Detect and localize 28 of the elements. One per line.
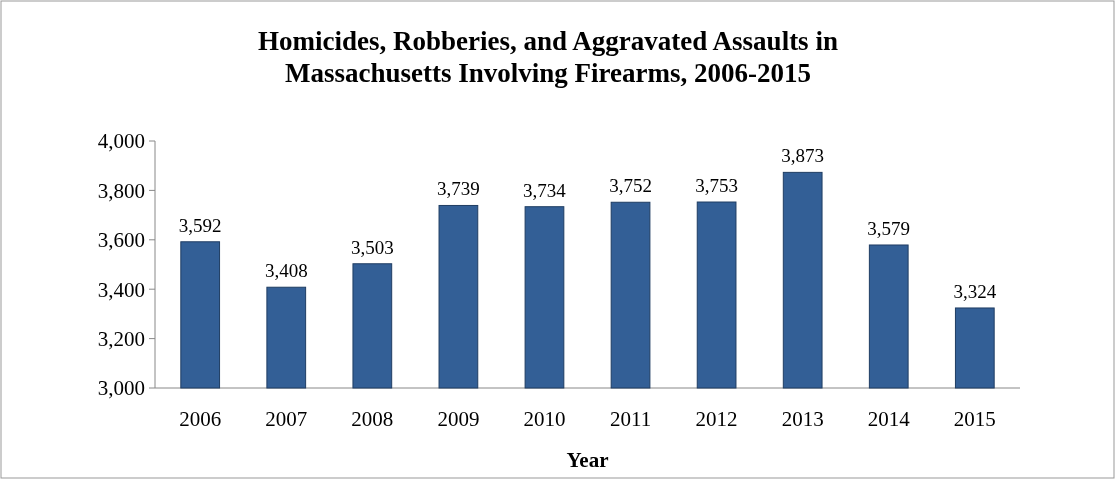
y-tick-label: 3,000 [97, 376, 145, 401]
x-tick-label: 2006 [179, 407, 222, 431]
x-tick-label: 2015 [953, 407, 996, 431]
y-tick-label: 4,000 [97, 129, 145, 154]
x-tick-label: 2009 [437, 407, 480, 431]
y-tick-label: 3,600 [97, 228, 145, 253]
data-label: 3,592 [178, 214, 222, 236]
x-tick-label: 2013 [781, 407, 824, 431]
y-tick-label: 3,200 [97, 326, 145, 351]
x-tick-label: 2011 [609, 407, 652, 431]
data-label: 3,753 [695, 175, 738, 197]
x-tick-label: 2007 [265, 407, 308, 431]
data-label: 3,873 [781, 145, 825, 167]
y-tick-label: 3,400 [97, 277, 145, 302]
x-tick-label: 2012 [695, 407, 738, 431]
data-label: 3,579 [867, 217, 911, 239]
data-label: 3,734 [523, 179, 567, 201]
x-tick-label: 2010 [523, 407, 566, 431]
chart-title: Homicides, Robberies, and Aggravated Assaults in Massachusetts Involving Firearms, 2006-2015 [258, 26, 838, 88]
data-label: 3,324 [953, 280, 997, 302]
data-label: 3,739 [437, 178, 480, 200]
data-label: 3,408 [264, 260, 308, 282]
data-label: 3,503 [350, 236, 394, 258]
x-axis-title: Year [566, 448, 609, 472]
x-tick-label: 2008 [351, 407, 394, 431]
data-label: 3,752 [609, 175, 652, 197]
x-tick-label: 2014 [867, 407, 911, 431]
y-tick-label: 3,800 [97, 178, 145, 203]
